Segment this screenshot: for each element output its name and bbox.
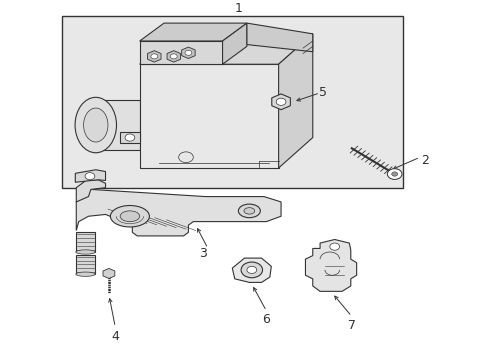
Polygon shape xyxy=(246,23,312,52)
Polygon shape xyxy=(75,170,105,182)
Circle shape xyxy=(170,54,177,59)
Circle shape xyxy=(125,134,135,141)
Polygon shape xyxy=(278,34,312,168)
Ellipse shape xyxy=(110,206,149,227)
Circle shape xyxy=(241,262,262,278)
Polygon shape xyxy=(140,34,312,64)
Text: 2: 2 xyxy=(420,154,428,167)
Circle shape xyxy=(386,169,401,179)
Bar xyxy=(140,64,278,168)
Bar xyxy=(76,255,95,274)
Text: 4: 4 xyxy=(111,329,119,343)
Bar xyxy=(96,100,140,150)
Text: 5: 5 xyxy=(318,86,326,99)
Circle shape xyxy=(276,98,285,105)
Circle shape xyxy=(246,266,256,274)
Polygon shape xyxy=(232,258,271,282)
Text: 1: 1 xyxy=(234,2,242,15)
Ellipse shape xyxy=(238,204,260,218)
Bar xyxy=(61,16,402,188)
Bar xyxy=(76,232,95,252)
Polygon shape xyxy=(140,23,246,41)
Circle shape xyxy=(329,243,339,250)
Ellipse shape xyxy=(76,250,95,254)
Polygon shape xyxy=(222,23,246,64)
Polygon shape xyxy=(76,180,105,202)
Bar xyxy=(140,41,222,64)
Polygon shape xyxy=(120,132,140,143)
Circle shape xyxy=(85,172,95,180)
Circle shape xyxy=(391,172,397,176)
Ellipse shape xyxy=(76,272,95,276)
Text: 6: 6 xyxy=(262,314,270,327)
Polygon shape xyxy=(305,239,356,291)
Ellipse shape xyxy=(83,108,108,142)
Ellipse shape xyxy=(75,97,116,153)
Text: 3: 3 xyxy=(199,247,206,260)
Polygon shape xyxy=(76,189,281,236)
Circle shape xyxy=(184,50,191,55)
Ellipse shape xyxy=(244,208,254,214)
Text: 7: 7 xyxy=(347,319,355,332)
Circle shape xyxy=(151,54,158,59)
Ellipse shape xyxy=(120,211,140,222)
